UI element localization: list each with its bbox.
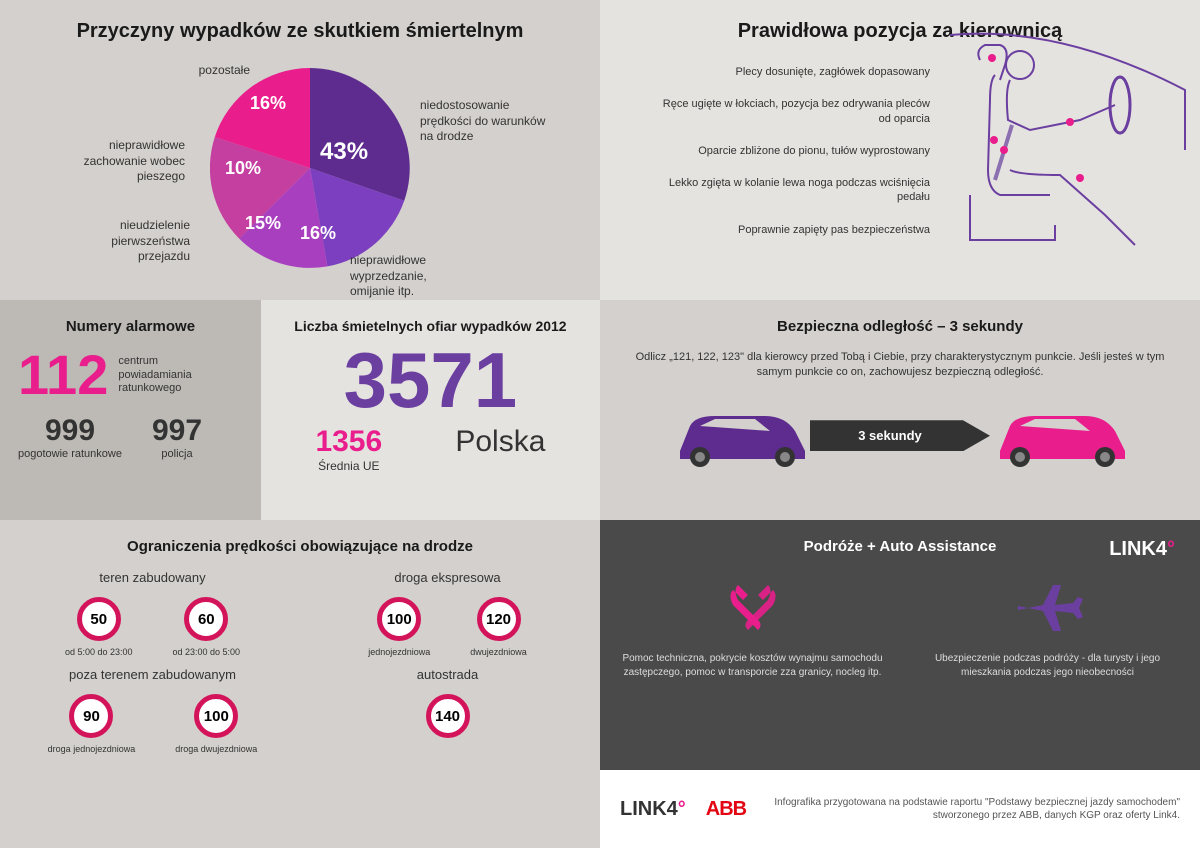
emerg-lbl-0: pogotowie ratunkowe [18,448,122,461]
wrench-icon [723,575,783,635]
assist-col-1: Ubezpieczenie podczas podróży - dla tury… [915,575,1180,680]
victims-small-num: 1356 [315,425,382,459]
distance-title: Bezpieczna odległość – 3 sekundy [618,318,1182,335]
speed-title: Ograniczenia prędkości obowiązujące na d… [20,538,580,555]
posture-panel: Prawidłowa pozycja za kierownicą Plecy d… [600,0,1200,300]
emerg-num-1: 997 [152,414,202,448]
emerg-num-0: 999 [18,414,122,448]
posture-item-1: Ręce ugięte w łokciach, pozycja bez odry… [650,97,930,126]
victims-panel: Liczba śmietelnych ofiar wypadków 2012 3… [261,300,600,520]
link4-logo-icon: LINK4° [1109,538,1175,561]
distance-panel: Bezpieczna odległość – 3 sekundy Odlicz … [600,300,1200,520]
footer-logo-link4: LINK4° [620,798,686,821]
pie-label-4: pozostałe [170,63,250,79]
victims-big-num: 3571 [279,349,582,411]
pie-label-2: nieudzielenie pierwszeństwa przejazdu [80,218,190,265]
posture-item-0: Plecy dosunięte, zagłówek dopasowany [650,65,930,79]
driver-illustration [940,30,1190,260]
plane-icon [1013,575,1083,635]
assistance-title: Podróże + Auto Assistance [620,538,1180,555]
footer-text: Infografika przygotowana na podstawie ra… [766,796,1180,822]
pie-pct-1: 16% [300,223,336,244]
car-right-icon [990,401,1130,471]
speed-group-3: autostrada 140 [315,667,580,754]
footer-logo-abb: ABB [706,798,746,821]
speed-group-2: poza terenem zabudowanym 90droga jednoje… [20,667,285,754]
assistance-panel: Podróże + Auto Assistance LINK4° Pomoc t… [600,520,1200,770]
infographic-grid: Przyczyny wypadków ze skutkiem śmierteln… [0,0,1200,848]
row2-left: Numery alarmowe 112 centrum powiadamiani… [0,300,600,520]
pie-pct-0: 43% [320,138,368,166]
car-left-icon [670,401,810,471]
distance-arrow-label: 3 sekundy [810,420,990,451]
victims-small-lbl: Średnia UE [315,459,382,473]
speed-panel: Ograniczenia prędkości obowiązujące na d… [0,520,600,770]
posture-list: Plecy dosunięte, zagłówek dopasowany Ręc… [650,65,930,255]
emergency-panel: Numery alarmowe 112 centrum powiadamiani… [0,300,261,520]
pie-pct-2: 15% [245,213,281,234]
emergency-main-num: 112 [18,350,108,400]
victims-title: Liczba śmietelnych ofiar wypadków 2012 [279,318,582,334]
pie-label-0: niedostosowanie prędkości do warunków na… [420,98,560,145]
pie-label-3: nieprawidłowe zachowanie wobec pieszego [75,138,185,185]
posture-item-2: Oparcie zbliżone do pionu, tułów wyprost… [650,144,930,158]
footer-right: LINK4° ABB Infografika przygotowana na p… [600,770,1200,848]
speed-group-0: teren zabudowany 50od 5:00 do 23:00 60od… [20,570,285,657]
emergency-main-label: centrum powiadamiania ratunkowego [118,355,208,395]
pie-title: Przyczyny wypadków ze skutkiem śmierteln… [20,20,580,43]
posture-item-4: Poprawnie zapięty pas bezpieczeństwa [650,223,930,237]
speed-group-1: droga ekspresowa 100jednojezdniowa 120dw… [315,570,580,657]
posture-item-3: Lekko zgięta w kolanie lewa noga podczas… [650,176,930,205]
victims-big-label: Polska [455,425,545,459]
pie-pct-3: 10% [225,158,261,179]
emergency-title: Numery alarmowe [18,318,243,335]
pie-panel: Przyczyny wypadków ze skutkiem śmierteln… [0,0,600,300]
footer-left [0,770,600,848]
emerg-lbl-1: policja [152,448,202,461]
distance-text: Odlicz „121, 122, 123" dla kierowcy prze… [618,350,1182,381]
pie-pct-4: 16% [250,93,286,114]
pie-label-1: nieprawidłowe wyprzedzanie, omijanie itp… [350,253,470,300]
assist-col-0: Pomoc techniczna, pokrycie kosztów wynaj… [620,575,885,680]
